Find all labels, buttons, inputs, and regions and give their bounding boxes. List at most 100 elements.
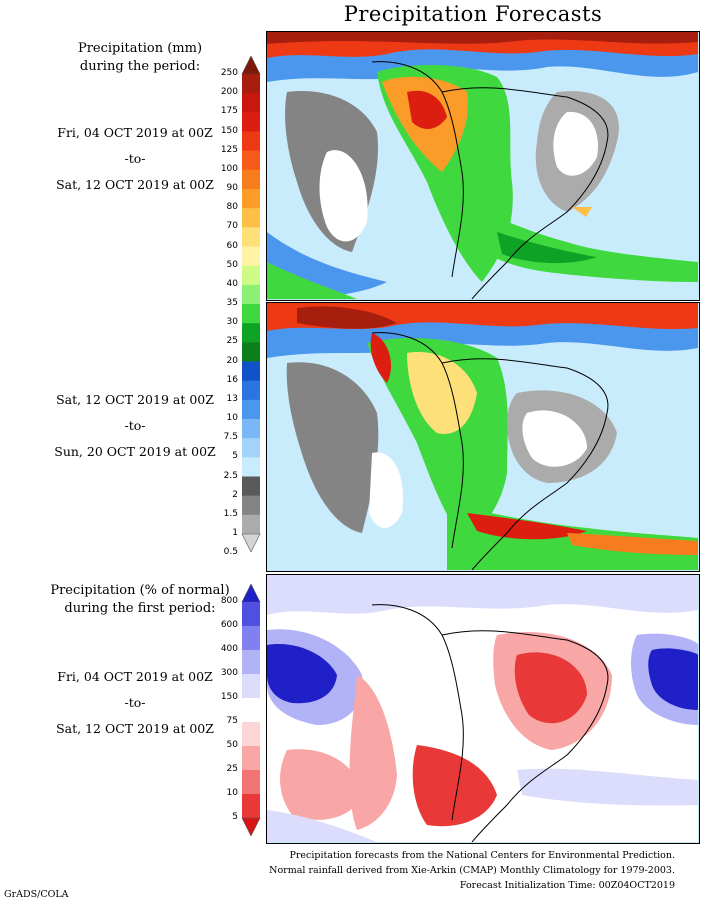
precip-colorbar-tick-label: 16 <box>226 374 238 385</box>
footer-line2: Normal rainfall derived from Xie-Arkin (… <box>269 865 675 876</box>
period2-end: Sun, 20 OCT 2019 at 00Z <box>54 444 216 459</box>
precip-colorbar <box>241 56 261 552</box>
precip-colorbar-tick-label: 40 <box>226 278 238 289</box>
precip-colorbar-swatch <box>242 284 260 305</box>
period1-start: Fri, 04 OCT 2019 at 00Z <box>57 125 213 140</box>
precip-colorbar-top-arrow <box>241 56 261 75</box>
precip-colorbar-swatch <box>242 150 260 171</box>
map-period2 <box>266 302 700 572</box>
anomaly-colorbar-bottom-arrow <box>241 817 261 836</box>
anomaly-colorbar-swatch <box>242 674 260 699</box>
precip-colorbar-tick-label: 20 <box>226 355 238 366</box>
precip-colorbar-swatch <box>242 457 260 477</box>
precip-colorbar-tick-label: 175 <box>220 106 238 117</box>
anomaly-colorbar-tick-label: 50 <box>226 740 238 750</box>
precip-colorbar-swatch <box>242 514 260 535</box>
precip-colorbar-swatch <box>242 169 260 190</box>
precip-colorbar-swatch <box>242 131 260 152</box>
period2-start: Sat, 12 OCT 2019 at 00Z <box>56 392 214 407</box>
period2-sep: -to- <box>124 418 146 433</box>
anomaly-colorbar-tick-label: 75 <box>226 716 238 726</box>
precip-colorbar-swatch <box>242 304 260 324</box>
precip-colorbar-tick-label: 80 <box>226 202 238 213</box>
precip-colorbar-tick-label: 7.5 <box>223 432 238 443</box>
map-period1-field <box>267 32 698 299</box>
precip-colorbar-tick-label: 250 <box>220 68 238 78</box>
anomaly-colorbar-swatch <box>242 626 260 651</box>
precip-colorbar-tick-label: 50 <box>226 259 238 270</box>
grads-credit: GrADS/COLA <box>4 889 69 900</box>
anomaly-colorbar-tick-label: 150 <box>220 692 238 702</box>
map-period2-field <box>267 303 698 570</box>
anomaly-colorbar-tick-label: 600 <box>220 620 238 630</box>
amount-legend-title-line1: Precipitation (mm) <box>77 41 203 56</box>
precip-colorbar-swatch <box>242 342 260 362</box>
precip-colorbar-tick-label: 10 <box>226 413 238 423</box>
amount-legend-title-line2: during the period: <box>79 59 201 74</box>
anomaly-colorbar-tick-label: 300 <box>220 668 238 678</box>
amount-legend-title: Precipitation (mm) during the period: <box>40 40 240 76</box>
anomaly-colorbar-top-arrow <box>241 584 261 603</box>
precip-colorbar-swatch <box>242 476 260 497</box>
anomaly-colorbar-swatch <box>242 650 260 675</box>
anomaly-colorbar-tick-label: 5 <box>232 812 238 822</box>
map-period1 <box>266 31 700 301</box>
precip-colorbar-tick-label: 13 <box>226 393 238 404</box>
precip-colorbar-swatch <box>242 208 260 228</box>
precip-colorbar-tick-label: 70 <box>226 221 238 232</box>
precip-colorbar-swatch <box>242 361 260 382</box>
anomaly-legend-title-line1: Precipitation (% of normal) <box>50 583 230 598</box>
precip-colorbar-tick-label: 100 <box>220 163 238 174</box>
anomaly-period-text: Fri, 04 OCT 2019 at 00Z -to- Sat, 12 OCT… <box>20 668 250 737</box>
period1-end: Sat, 12 OCT 2019 at 00Z <box>56 177 214 192</box>
anomaly-colorbar-tick-label: 25 <box>226 764 238 774</box>
precip-colorbar-swatch <box>242 265 260 286</box>
precip-colorbar-tick-label: 150 <box>220 125 238 136</box>
precip-colorbar-tick-label: 1.5 <box>223 508 238 519</box>
precip-colorbar-tick-label: 0.5 <box>223 547 238 558</box>
anomaly-legend-title: Precipitation (% of normal) during the f… <box>20 582 260 618</box>
precip-colorbar-tick-label: 35 <box>226 298 238 308</box>
precip-colorbar-swatch <box>242 380 260 401</box>
anomaly-period-end: Sat, 12 OCT 2019 at 00Z <box>56 721 214 736</box>
footer-line1: Precipitation forecasts from the Nationa… <box>289 850 676 861</box>
precip-colorbar-bottom-arrow <box>241 533 261 552</box>
precip-colorbar-tick-label: 90 <box>226 183 238 193</box>
precip-colorbar-tick-label: 5 <box>232 451 238 462</box>
precip-colorbar-swatch <box>242 399 260 420</box>
precip-colorbar-tick-label: 200 <box>220 87 238 98</box>
page-title: Precipitation Forecasts <box>343 2 603 26</box>
map-anomaly-field <box>267 575 698 842</box>
anomaly-period-start: Fri, 04 OCT 2019 at 00Z <box>57 669 213 684</box>
precip-colorbar-tick-label: 30 <box>226 317 238 328</box>
precip-colorbar-swatch <box>242 227 260 247</box>
anomaly-colorbar-swatch <box>242 770 260 795</box>
period2-text: Sat, 12 OCT 2019 at 00Z -to- Sun, 20 OCT… <box>20 391 250 460</box>
precip-colorbar-swatch <box>242 246 260 267</box>
precip-colorbar-swatch <box>242 74 260 94</box>
precip-colorbar-tick-label: 1 <box>232 528 238 538</box>
footer-line3: Forecast Initialization Time: 00Z04OCT20… <box>459 880 675 891</box>
precip-colorbar-swatch <box>242 189 260 209</box>
anomaly-colorbar-tick-label: 10 <box>226 788 238 798</box>
precip-colorbar-swatch <box>242 323 260 343</box>
precip-colorbar-tick-label: 60 <box>226 240 238 251</box>
anomaly-colorbar-swatch <box>242 722 260 747</box>
precip-colorbar-swatch <box>242 438 260 458</box>
precip-colorbar-swatch <box>242 112 260 132</box>
precip-colorbar-tick-label: 2 <box>232 489 238 500</box>
precip-colorbar-tick-label: 2.5 <box>223 470 238 481</box>
precip-colorbar-swatch <box>242 495 260 516</box>
map-anomaly <box>266 574 700 844</box>
footer-notes: Precipitation forecasts from the Nationa… <box>269 848 675 893</box>
anomaly-colorbar-swatch <box>242 698 260 723</box>
anomaly-colorbar <box>241 584 261 836</box>
period1-sep: -to- <box>124 151 146 166</box>
anomaly-colorbar-swatch <box>242 794 260 819</box>
precip-colorbar-swatch <box>242 93 260 113</box>
anomaly-legend-title-line2: during the first period: <box>64 601 216 616</box>
precip-colorbar-tick-label: 125 <box>220 144 238 155</box>
precip-colorbar-tick-label: 25 <box>226 336 238 347</box>
anomaly-colorbar-tick-label: 400 <box>220 644 238 654</box>
anomaly-colorbar-swatch <box>242 602 260 627</box>
